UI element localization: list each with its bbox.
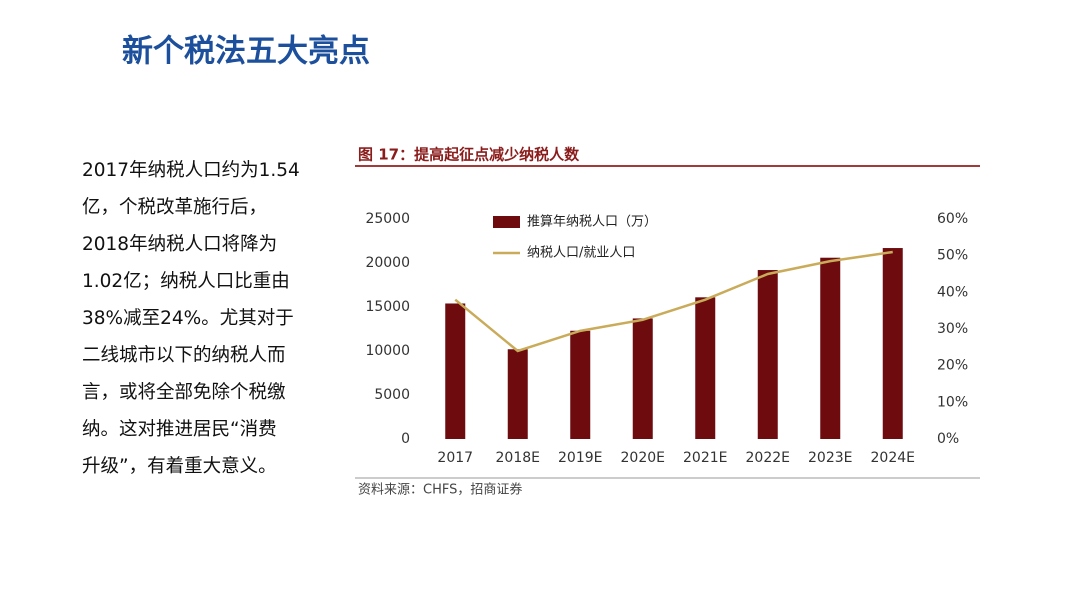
x-tick-label: 2017: [437, 450, 473, 466]
x-tick-label: 2024E: [871, 450, 915, 466]
bar: [507, 349, 528, 439]
chart-source: 资料来源：CHFS，招商证券: [358, 482, 522, 498]
body-line: 38%减至24%。尤其对于: [82, 308, 294, 329]
x-tick-label: 2020E: [621, 450, 665, 466]
y2-tick-label: 50%: [937, 248, 968, 264]
bar: [570, 330, 591, 439]
body-line: 亿，个税改革施行后，: [82, 197, 267, 218]
y-tick-label: 25000: [365, 211, 410, 227]
body-line: 升级”，有着重大意义。: [82, 456, 277, 477]
y2-tick-label: 40%: [937, 284, 968, 300]
legend-swatch: [493, 216, 520, 228]
body-line: 2018年纳税人口将降为: [82, 234, 277, 255]
x-tick-label: 2019E: [558, 450, 602, 466]
x-tick-label: 2023E: [808, 450, 852, 466]
y-tick-label: 5000: [374, 387, 410, 403]
bar: [820, 257, 841, 439]
y-tick-label: 0: [401, 431, 410, 447]
body-line: 二线城市以下的纳税人而: [82, 345, 286, 366]
bar: [757, 270, 778, 439]
y2-tick-label: 30%: [937, 321, 968, 337]
bar: [445, 303, 466, 439]
chart-title: 图 17：提高起征点减少纳税人数: [358, 146, 580, 164]
y-tick-label: 20000: [365, 255, 410, 271]
y2-tick-label: 60%: [937, 211, 968, 227]
bar: [882, 248, 903, 439]
x-tick-label: 2021E: [683, 450, 727, 466]
line: [454, 250, 893, 353]
body-line: 1.02亿；纳税人口比重由: [82, 271, 290, 292]
y2-tick-label: 0%: [937, 431, 959, 447]
body-line: 2017年纳税人口约为1.54: [82, 160, 300, 181]
y-tick-label: 15000: [365, 299, 410, 315]
slide-title: 新个税法五大亮点: [122, 34, 370, 70]
x-tick-label: 2018E: [496, 450, 540, 466]
bar: [695, 297, 716, 439]
body-line: 言，或将全部免除个税缴: [82, 382, 286, 403]
y2-tick-label: 10%: [937, 394, 968, 410]
x-tick-label: 2022E: [746, 450, 790, 466]
legend-label: 纳税人口/就业人口: [527, 246, 635, 261]
body-line: 纳。这对推进居民“消费: [82, 419, 277, 440]
legend-label: 推算年纳税人口（万）: [527, 215, 657, 230]
y2-tick-label: 20%: [937, 358, 968, 374]
y-tick-label: 10000: [365, 343, 410, 359]
bar: [632, 318, 653, 439]
